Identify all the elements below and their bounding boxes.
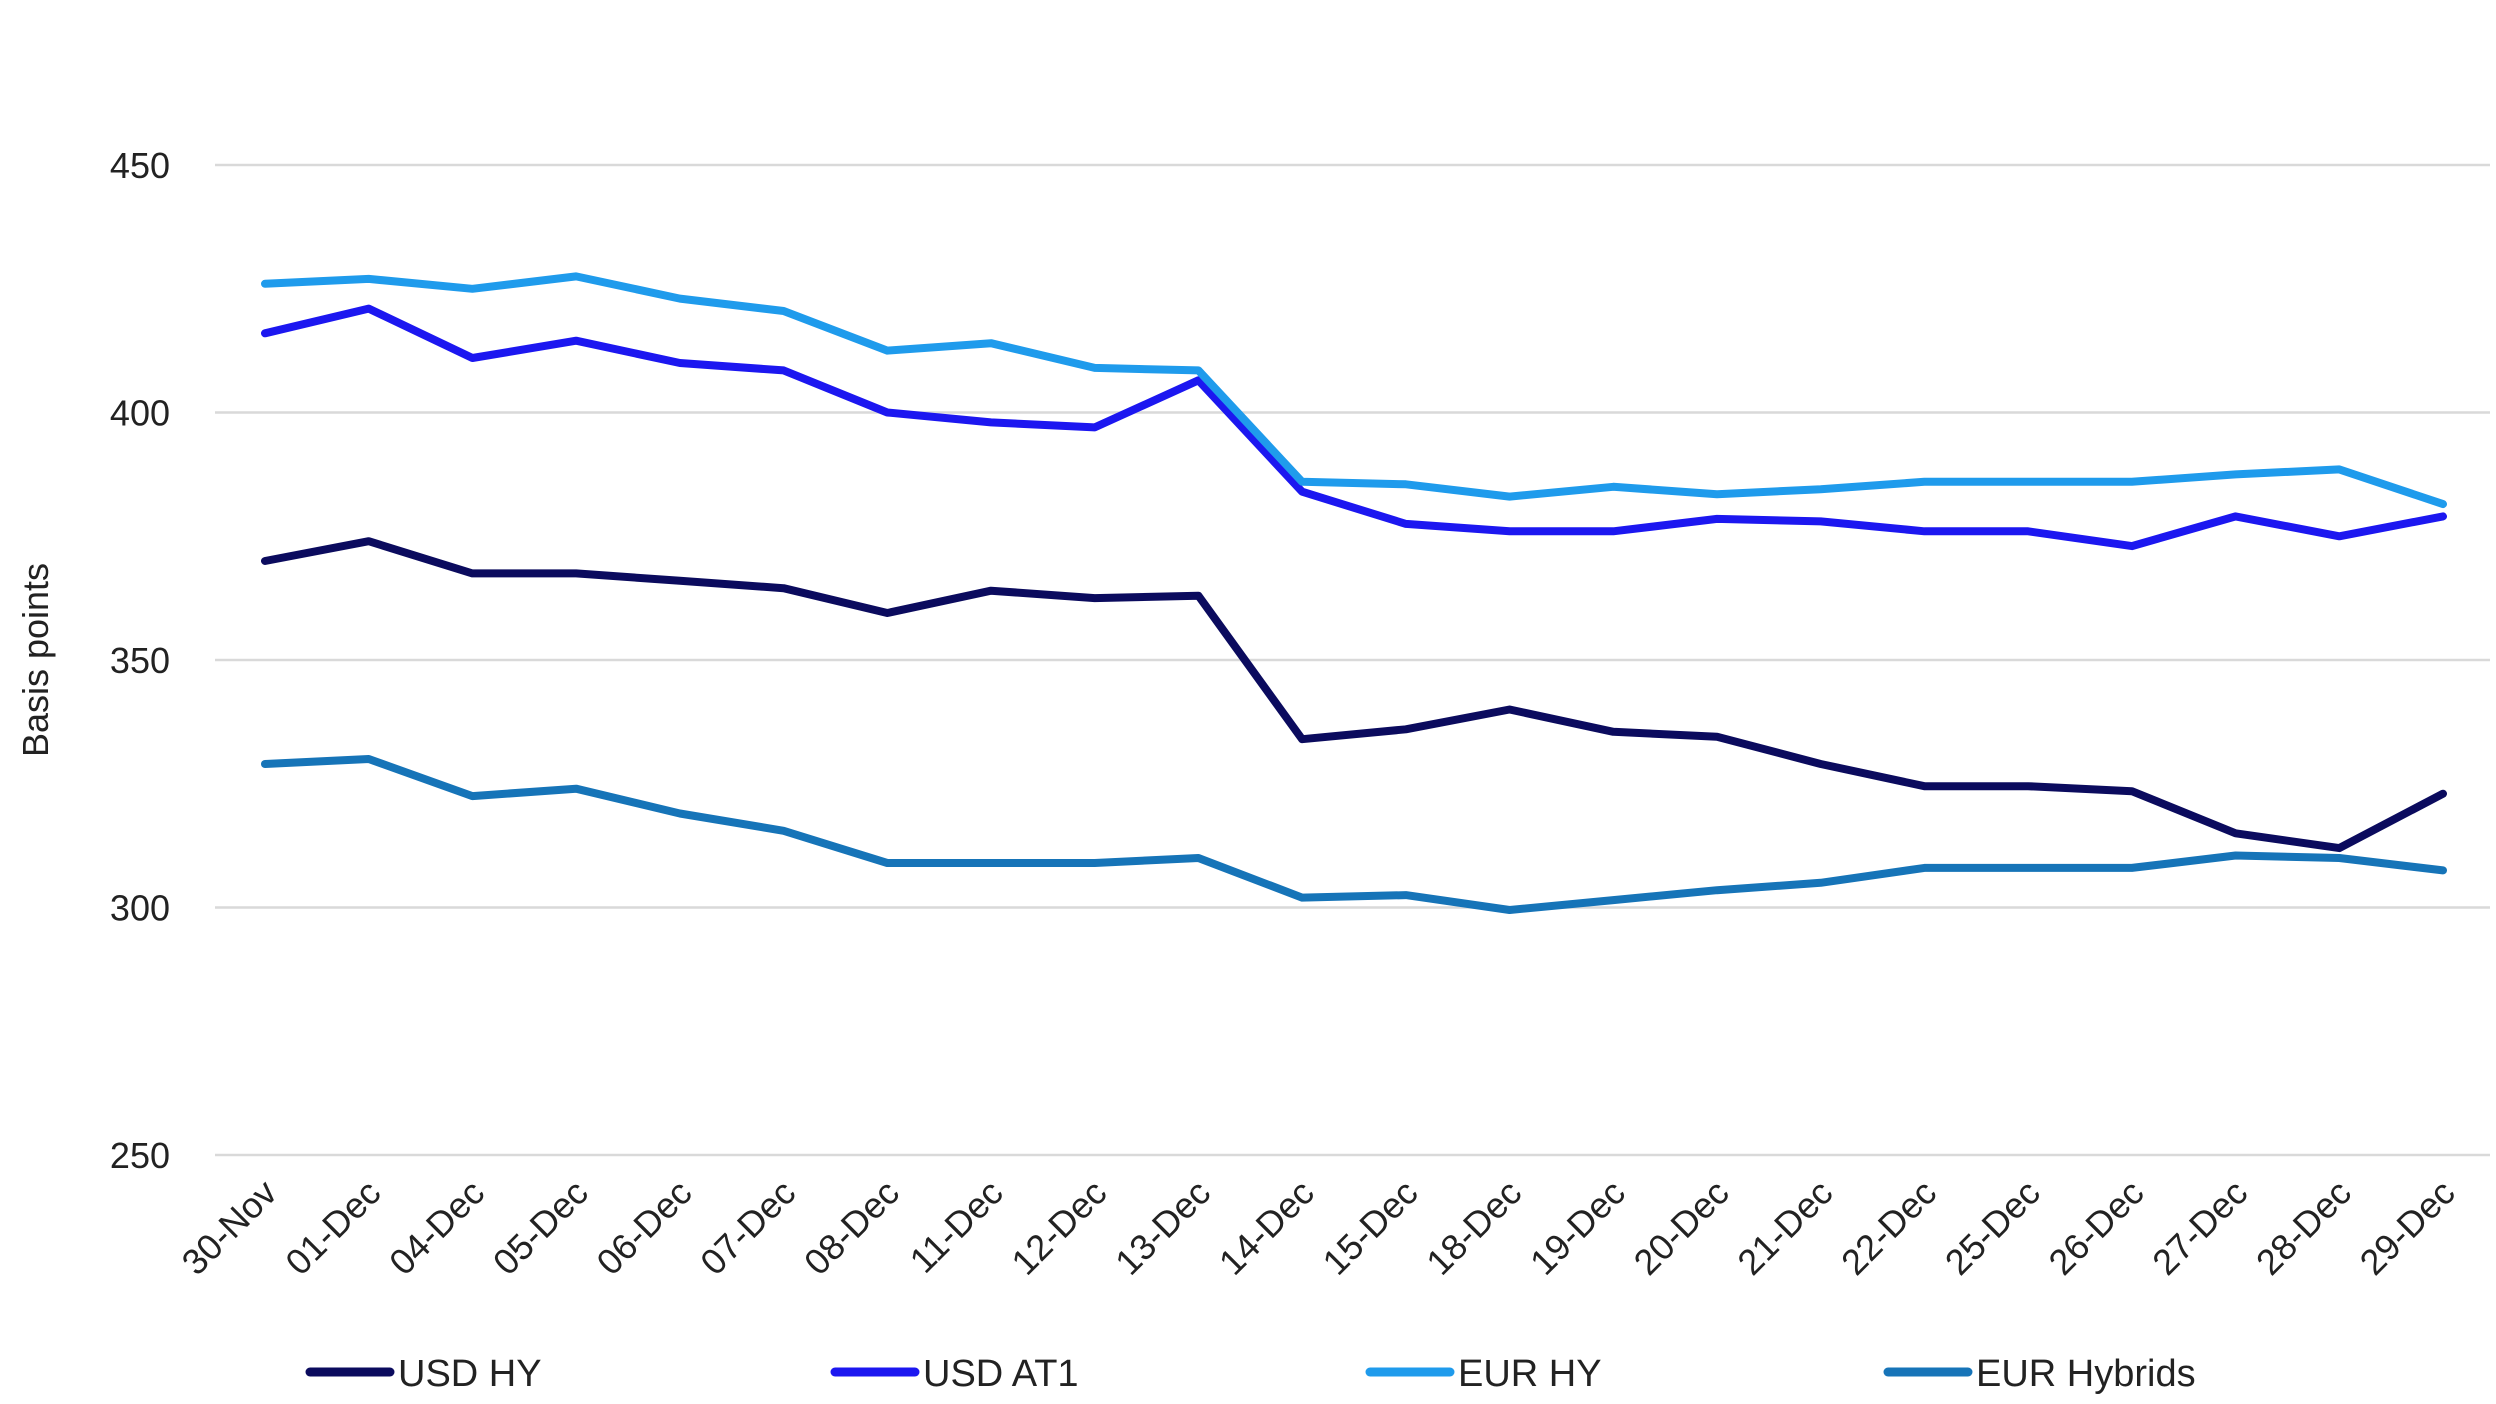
x-tick-label: 21-Dec [1729, 1172, 1840, 1283]
y-tick-label: 250 [110, 1135, 170, 1176]
x-tick-label: 14-Dec [1211, 1172, 1322, 1283]
x-tick-label: 04-Dec [381, 1172, 492, 1283]
x-axis-ticks: 30-Nov01-Dec04-Dec05-Dec06-Dec07-Dec08-D… [174, 1172, 2463, 1283]
y-tick-label: 400 [110, 393, 170, 434]
legend-label: USD HY [398, 1353, 542, 1395]
y-tick-label: 300 [110, 888, 170, 929]
x-tick-label: 19-Dec [1522, 1172, 1633, 1283]
x-tick-label: 20-Dec [1626, 1172, 1737, 1283]
x-tick-label: 06-Dec [588, 1172, 699, 1283]
x-tick-label: 29-Dec [2352, 1172, 2463, 1283]
y-axis-title: Basis points [15, 563, 56, 757]
y-tick-label: 450 [110, 145, 170, 186]
x-tick-label: 27-Dec [2144, 1172, 2255, 1283]
x-tick-label: 18-Dec [1418, 1172, 1529, 1283]
legend-label: EUR HY [1458, 1353, 1602, 1395]
series-line-usd-hy [265, 541, 2443, 848]
x-tick-label: 26-Dec [2040, 1172, 2151, 1283]
x-tick-label: 25-Dec [1937, 1172, 2048, 1283]
legend: USD HY USD AT1 EUR HY EUR Hybrids [310, 1353, 2196, 1395]
x-tick-label: 12-Dec [1003, 1172, 1114, 1283]
x-tick-label: 30-Nov [174, 1172, 285, 1283]
series-line-eur-hybrids [265, 759, 2443, 910]
y-axis-ticks: 250 300 350 400 450 [110, 145, 170, 1176]
x-tick-label: 01-Dec [277, 1172, 388, 1283]
series-line-usd-at1 [265, 309, 2443, 546]
legend-label: USD AT1 [923, 1353, 1079, 1395]
x-tick-label: 13-Dec [1107, 1172, 1218, 1283]
x-tick-label: 15-Dec [1314, 1172, 1425, 1283]
y-tick-label: 350 [110, 640, 170, 681]
x-tick-label: 11-Dec [901, 1172, 1010, 1281]
x-tick-label: 05-Dec [485, 1172, 596, 1283]
legend-label: EUR Hybrids [1976, 1353, 2196, 1395]
gridlines [215, 165, 2490, 1155]
series-line-eur-hy [265, 276, 2443, 504]
x-tick-label: 22-Dec [1833, 1172, 1944, 1283]
x-tick-label: 08-Dec [796, 1172, 907, 1283]
x-tick-label: 07-Dec [692, 1172, 803, 1283]
series-lines [265, 276, 2443, 910]
x-tick-label: 28-Dec [2248, 1172, 2359, 1283]
